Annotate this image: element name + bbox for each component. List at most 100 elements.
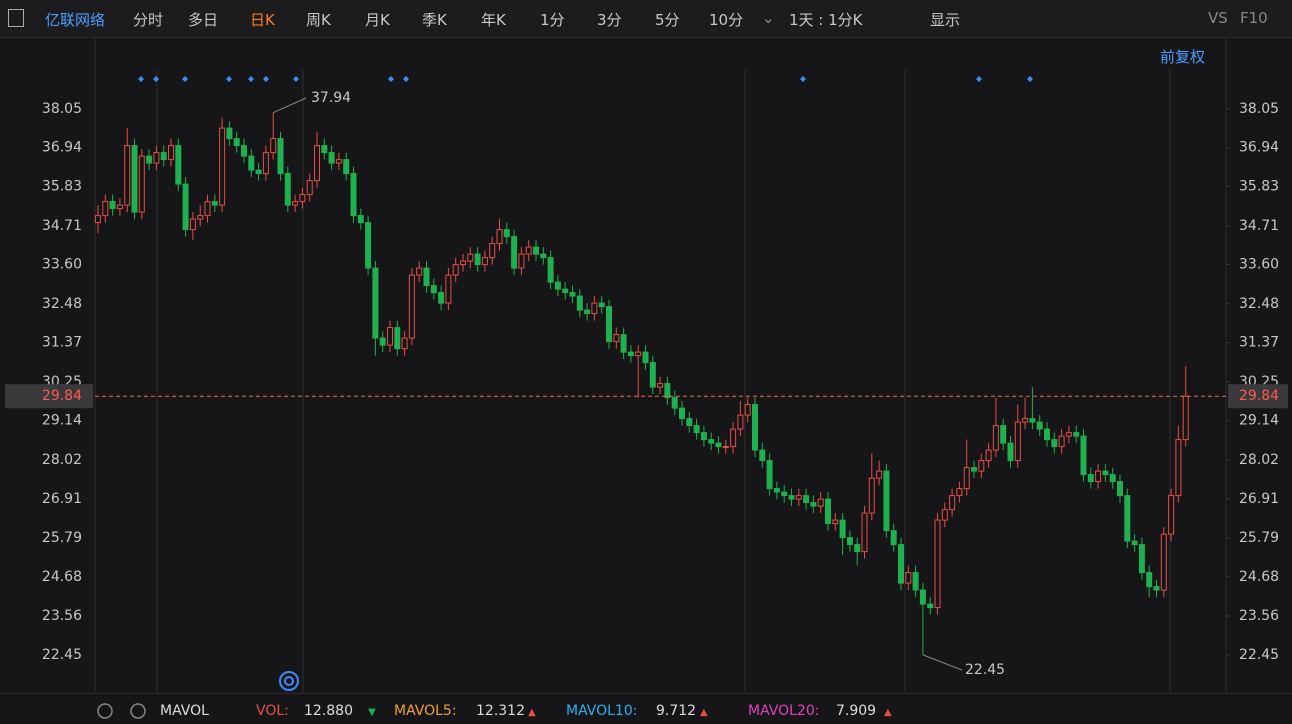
vs-button[interactable]: VS bbox=[1208, 9, 1228, 27]
candle-body bbox=[1117, 481, 1123, 497]
last-price-box bbox=[5, 384, 93, 409]
y-tick-label-right: 38.05 bbox=[1239, 101, 1279, 117]
candle-body bbox=[1007, 442, 1014, 462]
display-select[interactable]: 显示 bbox=[930, 11, 961, 29]
candle-body bbox=[1124, 495, 1131, 542]
candle-body bbox=[584, 309, 591, 315]
candle-body bbox=[408, 274, 415, 339]
candle-body bbox=[1168, 495, 1175, 535]
candle-body bbox=[211, 201, 218, 206]
low-pointer bbox=[922, 654, 963, 671]
tab[interactable]: 1分 bbox=[540, 11, 565, 29]
candle-body bbox=[284, 173, 291, 206]
candle-body bbox=[277, 138, 284, 175]
candle-body bbox=[679, 407, 685, 420]
mavol20-value: 7.909 bbox=[836, 703, 877, 719]
tab[interactable]: 季K bbox=[422, 11, 447, 29]
y-tick-label-right: 35.83 bbox=[1239, 179, 1279, 195]
y-tick-label-right: 32.48 bbox=[1239, 296, 1279, 312]
y-tick-label: 25.79 bbox=[42, 530, 82, 546]
candle-body bbox=[1036, 421, 1043, 430]
adjust-select[interactable]: 前复权 bbox=[1160, 48, 1206, 66]
y-tick-label: 32.48 bbox=[42, 296, 82, 312]
candle-body bbox=[496, 229, 503, 245]
indicator-name[interactable]: MAVOL bbox=[160, 703, 209, 719]
candle-body bbox=[956, 488, 963, 497]
y-tick-label: 26.91 bbox=[42, 491, 82, 507]
tab[interactable]: 5分 bbox=[655, 11, 680, 29]
candle-body bbox=[737, 414, 744, 430]
dropdown-arrow[interactable]: ⌄ bbox=[762, 9, 775, 27]
event-markers[interactable] bbox=[138, 76, 1033, 82]
candle-body bbox=[839, 519, 846, 539]
candle-body bbox=[343, 159, 350, 175]
candle-body bbox=[445, 274, 452, 304]
high-annotation: 37.94 bbox=[311, 90, 351, 106]
candle-body bbox=[1065, 432, 1072, 437]
candle-body bbox=[401, 337, 408, 350]
candle-body bbox=[773, 488, 780, 493]
candle-body bbox=[766, 460, 773, 490]
f10-button[interactable]: F10 bbox=[1240, 9, 1268, 27]
frame bbox=[94, 37, 1227, 693]
candle-body bbox=[1080, 435, 1087, 476]
candle-body bbox=[912, 572, 919, 591]
candle-body bbox=[481, 257, 488, 266]
candle-body bbox=[671, 397, 678, 409]
candle-body bbox=[606, 306, 612, 343]
candle-body bbox=[1087, 474, 1094, 483]
candle-body bbox=[934, 519, 941, 609]
candle-body bbox=[788, 495, 795, 500]
mavol10-value: 9.712 bbox=[656, 703, 697, 719]
y-tick-label: 23.56 bbox=[42, 608, 82, 624]
candle-body bbox=[95, 215, 101, 224]
candle-body bbox=[153, 152, 160, 164]
y-tick-label: 38.05 bbox=[42, 101, 82, 117]
candle-body bbox=[744, 404, 751, 416]
tab[interactable]: 10分 bbox=[709, 11, 744, 29]
candle-body bbox=[635, 351, 642, 357]
settings-icon[interactable] bbox=[97, 703, 113, 719]
tab[interactable]: 分时 bbox=[133, 11, 164, 29]
candle-body bbox=[416, 267, 423, 276]
candle-body bbox=[978, 460, 985, 472]
interval-select[interactable]: 1天 : 1分K bbox=[789, 11, 863, 29]
marker-icon[interactable] bbox=[279, 671, 299, 691]
candle-body bbox=[328, 152, 335, 164]
y-tick-label-right: 36.94 bbox=[1239, 140, 1279, 156]
sidebar-toggle[interactable] bbox=[8, 9, 24, 27]
candle-body bbox=[467, 253, 474, 262]
tab[interactable]: 3分 bbox=[597, 11, 622, 29]
candle-body bbox=[1014, 421, 1021, 462]
candle-body bbox=[1058, 435, 1065, 448]
candle-body bbox=[540, 253, 547, 259]
candle-body bbox=[1073, 432, 1080, 437]
tab[interactable]: 月K bbox=[365, 11, 390, 29]
candle-body bbox=[591, 302, 598, 315]
mavol10-label: MAVOL10: bbox=[566, 703, 638, 719]
candle-body bbox=[620, 334, 627, 353]
candle-body bbox=[109, 201, 116, 210]
candle-body bbox=[1022, 418, 1029, 423]
close-icon[interactable] bbox=[130, 703, 146, 719]
stock-name[interactable]: 亿联网络 bbox=[45, 11, 106, 29]
y-tick-label: 24.68 bbox=[42, 569, 82, 585]
y-tick-label-right: 33.60 bbox=[1239, 257, 1279, 273]
candle-body bbox=[861, 512, 868, 553]
candle-body bbox=[138, 155, 145, 213]
candle-body bbox=[1095, 470, 1102, 483]
tab[interactable]: 周K bbox=[306, 11, 331, 29]
candle-body bbox=[627, 351, 634, 357]
tab-active[interactable]: 日K bbox=[250, 11, 275, 29]
tab[interactable]: 年K bbox=[481, 11, 506, 29]
candle-body bbox=[890, 530, 897, 546]
candle-body bbox=[569, 292, 576, 297]
candle-body bbox=[452, 264, 459, 276]
candle-body bbox=[241, 145, 247, 157]
candle-body bbox=[335, 159, 342, 164]
candle-body bbox=[102, 201, 109, 217]
tab[interactable]: 多日 bbox=[188, 11, 219, 29]
candle-body bbox=[752, 404, 758, 451]
